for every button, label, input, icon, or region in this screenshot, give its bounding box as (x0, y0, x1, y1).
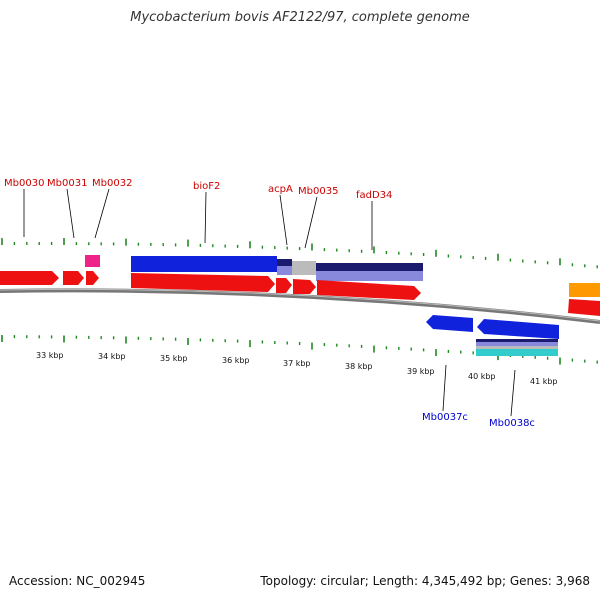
gene-arrow-fadd34[interactable] (317, 280, 421, 300)
feature-bar-cyan[interactable] (476, 349, 558, 356)
gene-label-mb0035[interactable]: Mb0035 (298, 186, 338, 197)
genome-backbone-highlight (0, 288, 600, 322)
feature-box-pink[interactable] (85, 255, 100, 267)
reverse-gene-labels: Mb0037c Mb0038c (422, 412, 535, 429)
gene-label-fadd34[interactable]: fadD34 (356, 190, 392, 201)
map-title: Mycobacterium bovis AF2122/97, complete … (130, 10, 470, 25)
kbp-label: 34 kbp (98, 352, 126, 361)
gene-label-mb0030[interactable]: Mb0030 (4, 178, 44, 189)
kbp-label: 37 kbp (283, 359, 311, 368)
gene-label-mb0037c[interactable]: Mb0037c (422, 412, 468, 423)
feature-bar-grey[interactable] (476, 346, 558, 349)
feature-box-biof2[interactable] (131, 256, 277, 272)
gene-label-mb0038c[interactable]: Mb0038c (489, 418, 535, 429)
feature-box-fadd34[interactable] (316, 263, 423, 272)
accession-text: Accession: NC_002945 (9, 574, 146, 588)
forward-gene-labels: Mb0030 Mb0031 Mb0032 bioF2 acpA Mb0035 f… (4, 178, 392, 201)
gene-arrow-mb0038c[interactable] (477, 319, 559, 339)
gene-arrow-mb0037c[interactable] (426, 315, 473, 332)
kbp-label: 35 kbp (160, 354, 188, 363)
outer-tick-track (1, 238, 598, 269)
kbp-labels: 33 kbp 34 kbp 35 kbp 36 kbp 37 kbp 38 kb… (36, 351, 558, 386)
gene-label-biof2[interactable]: bioF2 (193, 181, 220, 192)
gene-label-mb0031[interactable]: Mb0031 (47, 178, 87, 189)
feature-box-orange[interactable] (569, 283, 600, 297)
label-leaders (23, 188, 516, 417)
gene-label-acpa[interactable]: acpA (268, 184, 293, 195)
gene-arrow-edge[interactable] (568, 299, 600, 316)
feature-bar-lavender[interactable] (476, 342, 558, 346)
kbp-label: 41 kbp (530, 377, 558, 386)
feature-box-acpa-lower[interactable] (277, 266, 292, 275)
kbp-label: 39 kbp (407, 367, 435, 376)
kbp-label: 40 kbp (468, 372, 496, 381)
gene-arrow-mb0035[interactable] (293, 279, 316, 294)
gene-arrow-acpa[interactable] (276, 278, 292, 293)
gene-arrow-mb0031[interactable] (63, 271, 84, 285)
feature-box-fadd34-lower[interactable] (316, 271, 423, 281)
genome-backbone (0, 288, 600, 324)
kbp-label: 36 kbp (222, 356, 250, 365)
feature-box-mb0035[interactable] (292, 261, 316, 275)
inner-tick-track (1, 335, 598, 365)
feature-bar-navy[interactable] (476, 339, 558, 342)
kbp-label: 38 kbp (345, 362, 373, 371)
gene-label-mb0032[interactable]: Mb0032 (92, 178, 132, 189)
topology-text: Topology: circular; Length: 4,345,492 bp… (260, 574, 590, 588)
gene-arrow-biof2[interactable] (131, 273, 275, 292)
gene-arrow-mb0032[interactable] (86, 271, 99, 285)
gene-arrow-mb0030[interactable] (0, 271, 59, 285)
kbp-label: 33 kbp (36, 351, 64, 360)
